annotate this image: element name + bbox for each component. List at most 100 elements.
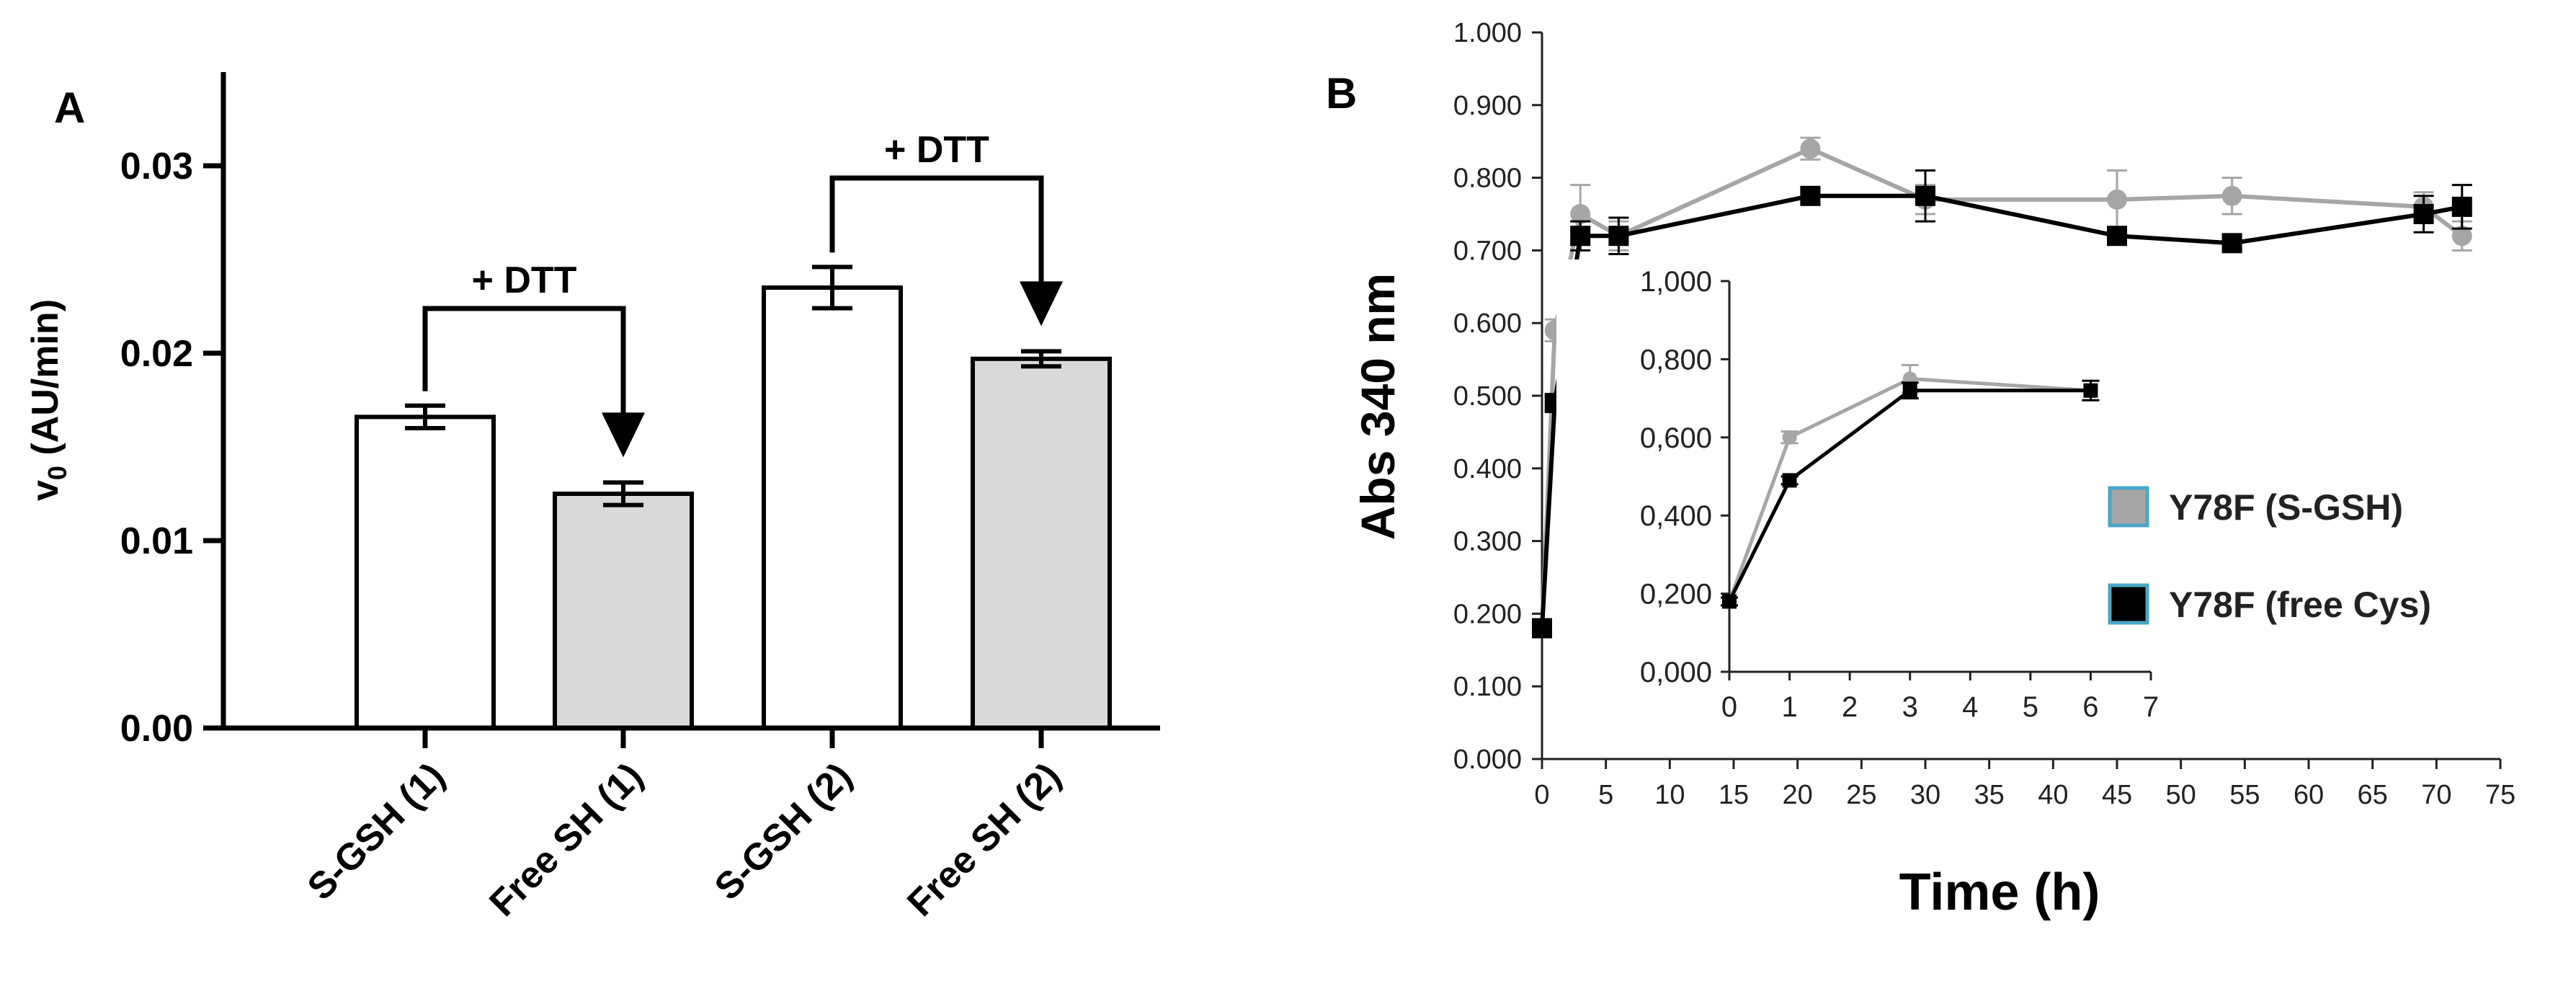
data-point <box>2107 226 2127 247</box>
x-tick-label: S-GSH (2) <box>707 755 860 908</box>
data-point <box>2413 204 2434 224</box>
x-tick-label: S-GSH (1) <box>300 755 453 908</box>
y-tick-label: 0.700 <box>1453 236 1522 266</box>
y-tick-label: 0.00 <box>120 708 193 750</box>
panel-b-label: B <box>1326 69 1357 117</box>
inset-y-tick-label: 0,200 <box>1640 579 1712 611</box>
y-tick-label: 0.300 <box>1453 527 1522 557</box>
legend-label: Y78F (S-GSH) <box>2169 487 2403 528</box>
x-tick-label: 30 <box>1910 780 1940 810</box>
data-point <box>2107 189 2127 210</box>
y-tick-label: 0.100 <box>1453 672 1522 702</box>
bar <box>971 356 1112 730</box>
y-tick-label: 0.02 <box>120 333 193 375</box>
inset-y-tick-label: 0,000 <box>1640 657 1712 688</box>
inset-y-tick-label: 0,600 <box>1640 422 1712 454</box>
legend-swatch <box>2108 583 2149 625</box>
y-tick-label: 0.000 <box>1453 745 1522 775</box>
inset-x-tick-label: 2 <box>1842 691 1858 723</box>
bar <box>553 492 694 730</box>
dtt-arrowhead <box>1020 281 1063 327</box>
x-tick-label: 75 <box>2485 780 2515 810</box>
y-tick-label: 0.900 <box>1453 91 1522 121</box>
data-point <box>2221 185 2242 206</box>
x-tick-label: 70 <box>2421 780 2451 810</box>
x-tick-label: 35 <box>1974 780 2005 810</box>
panel-a-y-axis: 0.00 0.01 0.02 0.03 v0 (AU/min) <box>24 72 226 750</box>
data-point <box>1570 204 1591 224</box>
dtt-arrowhead <box>602 412 645 458</box>
dtt-bracket <box>829 175 1044 287</box>
y-axis-title: Abs 340 nm <box>1351 273 1404 540</box>
inset-y-tick-label: 0,800 <box>1640 344 1712 376</box>
x-tick-label: 60 <box>2294 780 2324 810</box>
data-point <box>1570 226 1591 247</box>
data-point <box>1915 185 1935 206</box>
data-point <box>2451 226 2472 247</box>
y-tick-label: 1.000 <box>1453 18 1522 48</box>
y-tick-label: 0.600 <box>1453 309 1522 339</box>
data-point <box>1782 430 1797 445</box>
inset-x-tick-label: 4 <box>1962 691 1978 723</box>
y-tick-label: 0.01 <box>120 520 193 562</box>
x-tick-label: 15 <box>1719 780 1749 810</box>
data-point <box>1800 185 1821 206</box>
data-point <box>1608 226 1629 247</box>
data-point <box>1800 138 1821 159</box>
series-line <box>1727 389 2091 603</box>
x-tick-label: 10 <box>1654 780 1685 810</box>
y-tick-label: 0.800 <box>1453 164 1522 194</box>
panel-b-legend: Y78F (S-GSH) Y78F (free Cys) <box>2108 486 2431 625</box>
x-tick-label: 55 <box>2229 780 2260 810</box>
x-tick-label: 0 <box>1534 780 1549 810</box>
x-tick-label: 50 <box>2166 780 2196 810</box>
y-tick-label: 0.200 <box>1453 599 1522 629</box>
panel-b: B 0.000 0.100 0.200 0.300 0.400 0.500 0.600 0.7… <box>1326 18 2515 921</box>
inset-x-tick-label: 1 <box>1781 691 1797 723</box>
dtt-bracket <box>422 306 626 418</box>
panel-b-main-plot: 0.000 0.100 0.200 0.300 0.400 0.500 0.600 0.700… <box>1351 18 2515 921</box>
x-tick-label: 20 <box>1783 780 1813 810</box>
y-axis-title: v0 (AU/min) <box>24 299 72 501</box>
legend-label: Y78F (free Cys) <box>2169 585 2431 625</box>
inset-y-tick-label: 1,000 <box>1640 266 1712 298</box>
data-point <box>1902 383 1917 398</box>
inset-y-tick-label: 0,400 <box>1640 500 1712 532</box>
inset-x-tick-label: 5 <box>2023 691 2038 723</box>
panel-a-bars <box>355 265 1112 731</box>
inset-x-tick-label: 0 <box>1721 691 1737 723</box>
x-axis-title: Time (h) <box>1899 864 2100 921</box>
x-tick-label: 5 <box>1598 780 1613 810</box>
data-point <box>1722 594 1737 609</box>
legend-swatch <box>2108 486 2149 528</box>
inset-x-tick-label: 6 <box>2082 691 2098 723</box>
dtt-label: + DTT <box>884 129 989 171</box>
panel-a-annotations: + DTT + DTT <box>422 129 1063 458</box>
inset-background <box>1556 259 2194 751</box>
bar <box>355 414 496 731</box>
data-point <box>2083 383 2098 398</box>
y-tick-label: 0.500 <box>1453 381 1522 412</box>
data-point <box>1782 473 1797 488</box>
data-point <box>2221 233 2242 254</box>
y-tick-label: 0.400 <box>1453 454 1522 484</box>
dtt-label: + DTT <box>472 259 577 301</box>
panel-a-x-axis: S-GSH (1) Free SH (1) S-GSH (2) Free SH (2) <box>221 725 1160 925</box>
x-tick-label: 25 <box>1846 780 1876 810</box>
panel-a-label: A <box>54 84 85 132</box>
x-tick-label: Free SH (1) <box>481 755 651 924</box>
y-tick-label: 0.03 <box>120 146 193 187</box>
x-tick-label: 65 <box>2358 780 2388 810</box>
series-line <box>1727 376 2091 603</box>
data-point <box>1532 618 1552 639</box>
inset-x-tick-label: 3 <box>1902 691 1918 723</box>
panel-b-inset-plot: 0,000 0,200 0,400 0,600 0,800 1,000 0 1 2 3 4 5 6 7 <box>1556 259 2194 751</box>
bar <box>762 285 903 730</box>
x-tick-label: 45 <box>2102 780 2132 810</box>
x-tick-label: Free SH (2) <box>899 755 1069 924</box>
inset-x-tick-label: 7 <box>2143 691 2159 723</box>
x-tick-label: 40 <box>2038 780 2068 810</box>
data-point <box>2451 196 2472 217</box>
